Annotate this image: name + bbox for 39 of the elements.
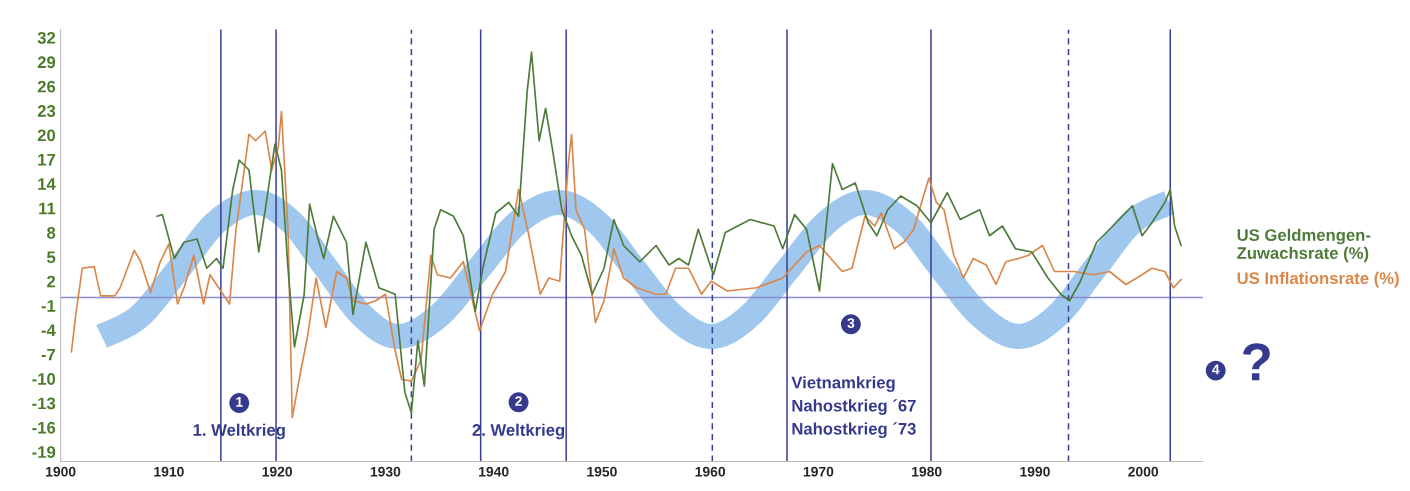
y-tick-label: -19 — [32, 446, 56, 458]
text: US Inflationsrate (%) — [1237, 271, 1399, 288]
y-tick-label: -1 — [41, 300, 56, 312]
x-tick-label: 2000 — [1128, 466, 1159, 477]
y-tick-label: 17 — [38, 153, 56, 166]
y-tick-label: -7 — [41, 348, 56, 361]
x-tick-label: 1900 — [46, 466, 76, 477]
text: 4 — [1212, 364, 1220, 375]
annotation: 2 — [515, 396, 522, 406]
annotation: Vietnamkrieg Nahostkrieg ´67 Nahostkrieg ´73 — [791, 376, 916, 439]
x-tick-label: 1920 — [262, 466, 293, 477]
y-tick-label: -16 — [32, 421, 56, 434]
x-tick-label: 1930 — [370, 466, 401, 477]
y-tick-label: 14 — [38, 178, 56, 190]
x-tick-label: 1960 — [695, 466, 726, 477]
y-tick-label: -10 — [32, 373, 56, 385]
text: US Geldmengen- Zuwachsrate (%) — [1237, 228, 1371, 263]
y-tick-label: -13 — [32, 397, 56, 410]
x-tick-label: 1990 — [1020, 466, 1050, 477]
y-tick-label: 8 — [47, 226, 56, 239]
y-tick-label: 11 — [39, 202, 56, 215]
y-tick-label: 2 — [47, 275, 56, 288]
y-tick-label: 29 — [37, 56, 56, 69]
annotation: 1 — [236, 397, 243, 407]
annotation: 3 — [847, 318, 855, 329]
x-tick-label: 1910 — [154, 466, 184, 477]
y-tick-label: 32 — [37, 31, 56, 44]
y-tick-label: 20 — [37, 129, 56, 142]
line-series — [156, 51, 1182, 414]
y-tick-label: -4 — [41, 324, 56, 337]
x-tick-label: 1940 — [479, 466, 509, 477]
x-tick-label: 1970 — [803, 466, 834, 477]
text: ? — [1243, 343, 1270, 381]
y-tick-label: 23 — [37, 105, 56, 117]
x-tick-label: 1950 — [587, 466, 617, 477]
line-series — [70, 110, 1182, 419]
y-tick-label: 26 — [37, 80, 56, 93]
x-tick-label: 1980 — [912, 466, 942, 477]
y-tick-label: 5 — [47, 251, 56, 264]
